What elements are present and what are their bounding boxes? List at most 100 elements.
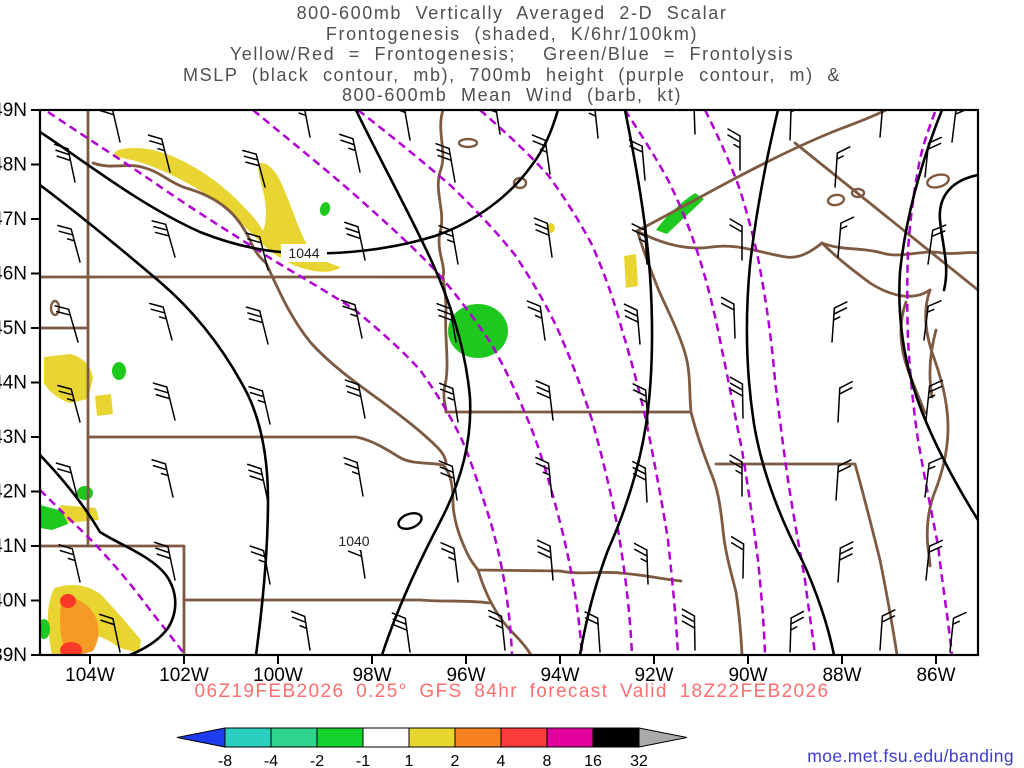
shade-patch — [448, 304, 508, 358]
wind-barb — [340, 299, 363, 339]
mslp-contour — [40, 453, 177, 655]
height-contour — [906, 111, 954, 655]
wind-barb — [438, 224, 459, 265]
geography-border — [86, 435, 683, 583]
shade-patch — [77, 486, 93, 500]
forecast-annotation: 06Z19FEB2026 0.25° GFS 84hr forecast Val… — [194, 681, 830, 702]
wind-barb — [438, 382, 459, 423]
colorbar-segment — [500, 727, 548, 748]
wind-barb — [391, 110, 411, 141]
colorbar-segment — [224, 727, 272, 748]
wind-barb — [248, 386, 271, 425]
wind-barb — [925, 379, 943, 421]
wind-barb — [633, 542, 649, 585]
wind-barb — [53, 143, 76, 183]
lake-island-outline — [826, 193, 846, 207]
geography-border — [91, 161, 448, 466]
mslp-contour — [745, 110, 836, 655]
wind-barb — [837, 380, 853, 423]
colorbar-left-arrow — [176, 727, 226, 748]
x-tick-label: 86W — [916, 665, 955, 686]
geography-border — [182, 568, 533, 655]
wind-barb — [151, 459, 174, 498]
x-tick-label: 88W — [822, 665, 861, 686]
wind-barb — [488, 609, 506, 651]
height-contour — [252, 110, 584, 655]
geography-border — [40, 544, 186, 655]
colorbar-segment — [546, 727, 594, 748]
colorbar-right-arrow — [638, 727, 688, 748]
wind-barb — [729, 376, 744, 419]
colorbar-tick-label: 2 — [451, 753, 460, 768]
wind-barb — [151, 220, 176, 258]
wind-barb — [837, 216, 855, 258]
wind-barb — [338, 133, 361, 173]
wind-barb — [343, 221, 366, 261]
shade-patch — [624, 254, 638, 288]
colorbar-segment — [454, 727, 502, 748]
wind-barb — [951, 110, 969, 143]
colorbar-tick-label: 8 — [543, 753, 552, 768]
wind-barb — [623, 303, 641, 345]
wind-barb — [730, 536, 745, 579]
wind-barb — [927, 224, 947, 265]
colorbar-segment — [592, 727, 640, 748]
wind-barb — [55, 462, 79, 501]
title-line-5: 800-600mb Mean Wind (barb, kt) — [341, 85, 683, 105]
contour-labels: 1044 1040 — [281, 244, 377, 550]
shade-patch — [59, 598, 99, 655]
colorbar-segment — [408, 727, 456, 748]
wind-barb — [693, 110, 696, 135]
height-contour — [703, 110, 817, 655]
wind-barb — [245, 232, 269, 271]
wind-barb — [153, 541, 176, 581]
height-contour — [479, 110, 680, 655]
colorbar: -8 -4 -2 -1 1 2 4 8 16 32 — [176, 727, 688, 768]
mslp-contour — [938, 173, 978, 292]
wind-barb — [344, 379, 366, 419]
wind-barb — [581, 110, 599, 139]
wind-barb — [242, 149, 266, 188]
x-tick-label: 104W — [65, 665, 115, 686]
wind-barb — [57, 224, 81, 263]
mslp-closed-contour — [397, 512, 423, 530]
map-layers: 1044 1040 — [40, 110, 978, 655]
y-tick-label: 45N — [0, 318, 27, 339]
wind-barb — [482, 110, 501, 135]
height-contour — [357, 110, 634, 655]
mslp-contour — [354, 110, 472, 655]
mslp-contour — [578, 110, 654, 655]
wind-barb — [789, 610, 805, 653]
y-tick-label: 46N — [0, 264, 27, 285]
wind-barb — [923, 300, 942, 341]
y-tick-label: 44N — [0, 373, 27, 394]
title-line-3: Yellow/Red = Frontogenesis; Green/Blue =… — [229, 44, 795, 64]
wind-barb — [835, 459, 852, 501]
contour-label: 1040 — [338, 533, 369, 549]
x-tick-label: 98W — [352, 665, 391, 686]
shade-patch — [60, 594, 76, 608]
wind-barb — [343, 456, 364, 497]
shade-patch — [60, 642, 82, 655]
contour-label: 1044 — [288, 245, 319, 261]
wind-barb — [526, 300, 546, 341]
wind-barb — [925, 539, 943, 581]
wind-barb — [246, 463, 269, 503]
wind-barb — [535, 456, 553, 498]
wind-barb — [147, 134, 171, 173]
mslp-contours — [40, 110, 978, 655]
mslp-contour — [898, 110, 978, 522]
colorbar-tick-label: -8 — [218, 753, 232, 768]
x-tick-label: 100W — [253, 665, 303, 686]
wind-barb — [438, 460, 458, 501]
wind-barb — [924, 457, 943, 498]
colorbar-tick-label: 4 — [497, 753, 506, 768]
lake-island-outline — [850, 187, 866, 199]
wind-barb — [729, 218, 743, 261]
wind-barb — [152, 382, 176, 421]
wind-barb — [681, 608, 696, 651]
colorbar-tick-label: -4 — [264, 753, 278, 768]
lake-island-outline — [457, 137, 479, 149]
y-tick-label: 49N — [0, 100, 27, 121]
